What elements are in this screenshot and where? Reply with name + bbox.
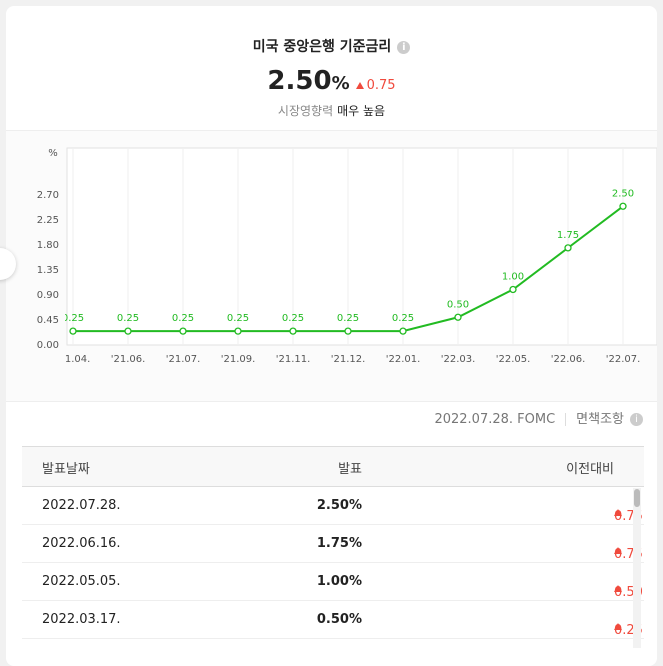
- rate: 1.75%: [316, 536, 362, 551]
- rate-unit: %: [331, 73, 350, 94]
- x-tick-label: '21.06.: [111, 354, 146, 365]
- title: 미국 중앙은행 기준금리: [252, 39, 392, 55]
- x-tick-label: '22.07.: [606, 354, 641, 365]
- impact: 시장영향력 매우 높음: [6, 102, 657, 119]
- table-row: 2022.07.28. 2.50% 0.75: [22, 487, 644, 525]
- x-tick-label: '21.04.: [56, 354, 91, 365]
- date: 2022.05.05.: [42, 574, 121, 589]
- value-label: 0.25: [282, 313, 304, 324]
- impact-label: 시장영향력: [277, 104, 334, 118]
- prev-button[interactable]: [0, 248, 16, 280]
- point: [234, 327, 242, 335]
- value-label: 0.25: [172, 313, 194, 324]
- x-tick-label: '21.07.: [166, 354, 201, 365]
- change-value: 0.75: [366, 78, 396, 93]
- rate-row: 2.50% 0.75: [6, 66, 657, 96]
- column-header: 발표날짜: [42, 462, 90, 477]
- value-label: 0.25: [62, 313, 84, 324]
- value-label: 0.50: [447, 299, 469, 310]
- source: 2022.07.28. FOMC: [434, 412, 556, 427]
- page: 미국 중앙은행 기준금리 i 2.50% 0.75 시장영향력 매우 높음 % '21…: [0, 6, 657, 666]
- y-tick-label: 2.25: [37, 215, 59, 226]
- chart-area: % '21.04. '21.06. '21.07. '21.09. '21.11. '21…: [6, 131, 657, 402]
- rate-value: 2.50: [267, 66, 332, 96]
- header: 미국 중앙은행 기준금리 i 2.50% 0.75 시장영향력 매우 높음: [6, 6, 657, 131]
- date: 2022.03.17.: [42, 612, 121, 627]
- point: [509, 285, 517, 294]
- table-row: 2022.06.16. 1.75% 0.75: [22, 525, 644, 563]
- point: [564, 244, 572, 252]
- value-label: 2.50: [612, 188, 634, 199]
- value-label: 0.25: [392, 313, 414, 324]
- x-tick-label: '22.03.: [441, 354, 476, 365]
- table-header: 발표날짜 발표 이전대비: [22, 446, 644, 487]
- point: [124, 327, 132, 335]
- value-label: 1.75: [557, 230, 579, 241]
- y-tick-label: 2.70: [37, 190, 59, 201]
- title-row: 미국 중앙은행 기준금리 i: [6, 6, 657, 56]
- rate: 2.50%: [316, 498, 362, 513]
- point: [399, 327, 407, 335]
- impact-value: 매우 높음: [337, 104, 386, 118]
- table-row: 2022.03.17. 0.50% 0.25: [22, 601, 644, 639]
- point: [619, 202, 627, 210]
- up-arrow: [355, 82, 364, 89]
- meta: 2022.07.28. FOMC 면책조항 i: [434, 408, 643, 427]
- card: 미국 중앙은행 기준금리 i 2.50% 0.75 시장영향력 매우 높음 % '21…: [6, 6, 657, 666]
- y-tick-label: 0.45: [37, 315, 59, 326]
- rate-change: 0.75: [355, 78, 396, 93]
- plot-frame: [66, 147, 657, 346]
- up-arrow: [614, 509, 622, 516]
- y-tick-label: 1.80: [37, 240, 59, 251]
- date: 2022.06.16.: [42, 536, 121, 551]
- up-arrow: [614, 623, 622, 630]
- value-label: 0.25: [337, 313, 359, 324]
- column-header: 이전대비: [566, 462, 614, 477]
- value-label: 1.00: [502, 272, 524, 283]
- rate: 1.00%: [316, 574, 362, 589]
- disclaimer[interactable]: 면책조항: [576, 412, 624, 427]
- point: [69, 327, 77, 335]
- point: [179, 327, 187, 335]
- table-row: 2022.05.05. 1.00% 0.50: [22, 563, 644, 601]
- table: 발표날짜 발표 이전대비 2022.07.28. 2.50% 0.75 2022.06.1…: [22, 446, 644, 639]
- scrollbar[interactable]: [633, 488, 641, 648]
- y-tick-label: 1.35: [37, 265, 59, 276]
- up-arrow: [614, 585, 622, 592]
- rate: 0.50%: [316, 612, 362, 627]
- x-tick-label: '22.01.: [386, 354, 421, 365]
- up-arrow: [614, 547, 622, 554]
- x-tick-label: '22.05.: [496, 354, 531, 365]
- y-tick-label: 0.00: [37, 340, 59, 351]
- plot: '21.04. '21.06. '21.07. '21.09. '21.11. '21.1…: [56, 148, 641, 365]
- info-icon[interactable]: i: [630, 413, 643, 426]
- x-tick-label: '21.09.: [221, 354, 256, 365]
- value-label: 0.25: [117, 313, 139, 324]
- scroll-thumb[interactable]: [634, 489, 640, 507]
- column-header: 발표: [338, 462, 362, 477]
- info-icon[interactable]: i: [397, 40, 411, 54]
- value-label: 0.25: [227, 313, 249, 324]
- point: [454, 313, 462, 321]
- separator: [565, 413, 567, 426]
- x-tick-label: '21.11.: [276, 354, 311, 365]
- chart: % '21.04. '21.06. '21.07. '21.09. '21.11. '21…: [37, 147, 657, 365]
- point: [289, 327, 297, 335]
- x-tick-label: '21.12.: [331, 354, 366, 365]
- y-unit: %: [48, 148, 58, 159]
- date: 2022.07.28.: [42, 498, 121, 513]
- y-tick-label: 0.90: [37, 290, 59, 301]
- x-tick-label: '22.06.: [551, 354, 586, 365]
- point: [344, 327, 352, 335]
